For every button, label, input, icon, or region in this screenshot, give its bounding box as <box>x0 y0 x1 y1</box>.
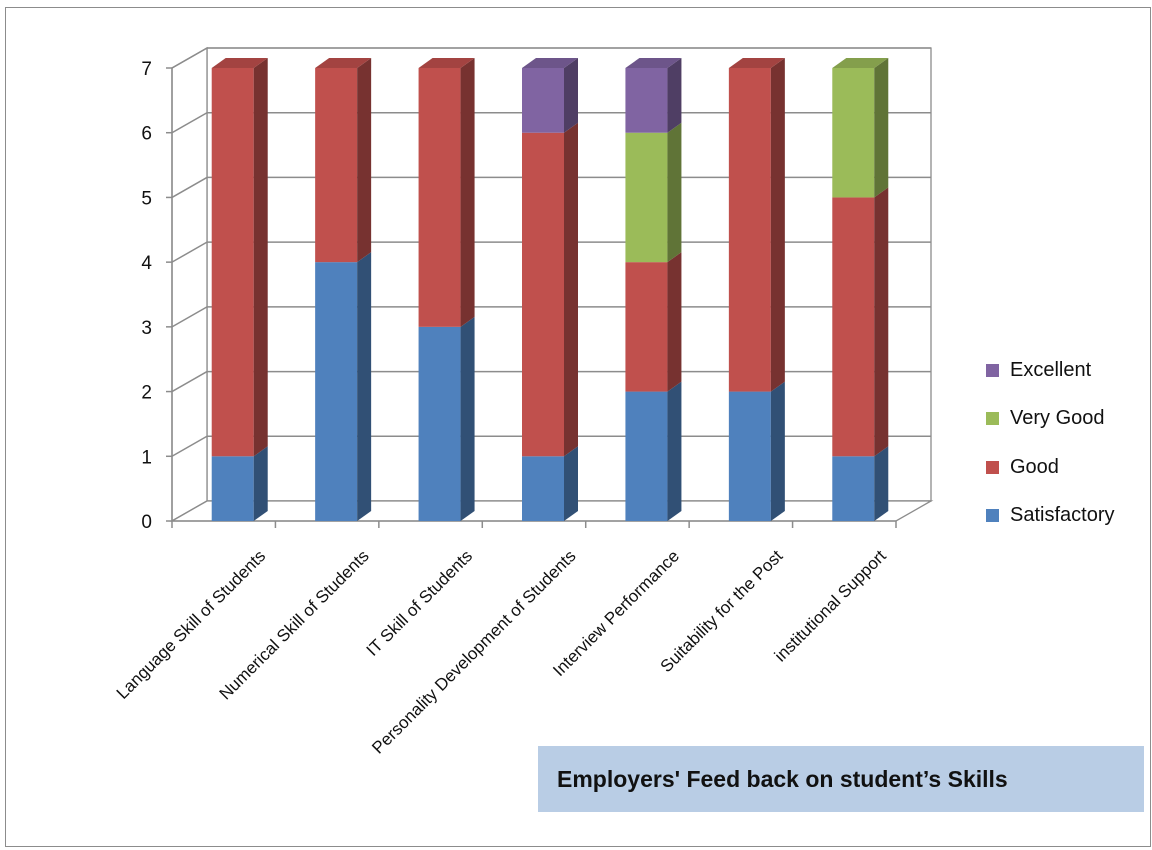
bar-side-satisfactory <box>253 446 268 521</box>
legend-swatch <box>986 460 999 474</box>
side-wall <box>171 46 208 523</box>
legend-label: Excellent <box>1010 358 1092 381</box>
bar-side-very-good <box>874 58 889 198</box>
chart-caption: Employers' Feed back on student’s Skills <box>557 765 1008 792</box>
legend-label: Good <box>1010 455 1059 478</box>
legend-swatch <box>986 509 999 523</box>
gridline-depth <box>171 306 208 328</box>
bar-side-good <box>667 252 682 392</box>
bar-segment-excellent <box>522 68 564 133</box>
bar-top-cap <box>214 59 266 67</box>
gridline-depth <box>171 435 208 457</box>
bar-side-good <box>357 58 372 263</box>
bar-side-excellent <box>667 58 682 133</box>
bar-side-satisfactory <box>874 446 889 521</box>
bar-top-cap <box>318 59 370 67</box>
y-tick-label: 1 <box>141 447 152 468</box>
bar-segment-good <box>522 132 564 457</box>
gridline-depth <box>171 241 208 263</box>
bar-segment-good <box>418 68 461 327</box>
x-category-label: Personality Development of Students <box>368 546 579 757</box>
x-category-label: institutional Support <box>771 546 890 665</box>
legend-swatch <box>986 412 999 426</box>
gridline-depth <box>171 370 208 393</box>
legend-item-excellent: Excellent <box>986 346 1146 395</box>
bar-side-satisfactory <box>460 316 475 521</box>
legend-swatch <box>986 363 999 377</box>
bar-segment-satisfactory <box>315 262 358 521</box>
bar-segment-good <box>211 68 254 457</box>
bar-segment-good <box>728 68 771 392</box>
legend-item-very-good: Very Good <box>986 395 1146 444</box>
y-tick-label: 6 <box>141 124 152 145</box>
bar-segment-very-good <box>625 132 668 263</box>
gridline-depth <box>171 176 208 199</box>
bar-segment-excellent <box>625 68 668 133</box>
bar-side-good <box>874 187 889 457</box>
chart-caption-box: Employers' Feed back on student’s Skills <box>538 746 1144 812</box>
bar-top-cap <box>525 59 576 67</box>
bar-side-satisfactory <box>770 381 785 521</box>
y-tick-label: 7 <box>141 59 152 80</box>
legend-label: Very Good <box>1010 407 1105 430</box>
y-tick-label: 4 <box>141 253 152 274</box>
gridline-depth <box>171 112 208 134</box>
y-tick-label: 2 <box>141 383 152 404</box>
gridline-depth <box>171 47 208 69</box>
bar-side-good <box>770 58 785 392</box>
bar-side-satisfactory <box>667 381 682 521</box>
bar-top-cap <box>421 59 473 67</box>
legend-item-good: Good <box>986 443 1146 492</box>
bar-segment-satisfactory <box>728 391 771 521</box>
legend-item-satisfactory: Satisfactory <box>986 492 1146 541</box>
bar-segment-very-good <box>832 68 875 198</box>
bar-segment-satisfactory <box>211 456 254 521</box>
bar-segment-satisfactory <box>832 456 875 521</box>
bar-segment-good <box>315 68 358 263</box>
bar-segment-good <box>832 197 875 457</box>
bar-segment-satisfactory <box>625 391 668 521</box>
bar-side-satisfactory <box>564 446 578 521</box>
bar-side-excellent <box>564 58 578 133</box>
bar-top-cap <box>731 59 783 67</box>
bar-segment-satisfactory <box>418 326 461 521</box>
legend: Excellent Very Good Good Satisfactory <box>986 346 1146 540</box>
y-tick-label: 3 <box>141 318 152 339</box>
bar-side-satisfactory <box>357 252 372 521</box>
bar-side-good <box>564 122 578 457</box>
legend-label: Satisfactory <box>1010 504 1115 527</box>
x-category-label: IT Skill of Students <box>363 546 476 659</box>
bar-side-good <box>460 58 475 327</box>
bar-side-very-good <box>667 122 682 263</box>
y-tick-label: 5 <box>141 188 152 209</box>
bar-top-cap <box>835 59 887 67</box>
bar-top-cap <box>628 59 680 67</box>
y-tick-label: 0 <box>141 512 152 533</box>
bar-side-good <box>253 58 268 457</box>
bar-segment-satisfactory <box>522 456 564 521</box>
bar-segment-good <box>625 262 668 392</box>
